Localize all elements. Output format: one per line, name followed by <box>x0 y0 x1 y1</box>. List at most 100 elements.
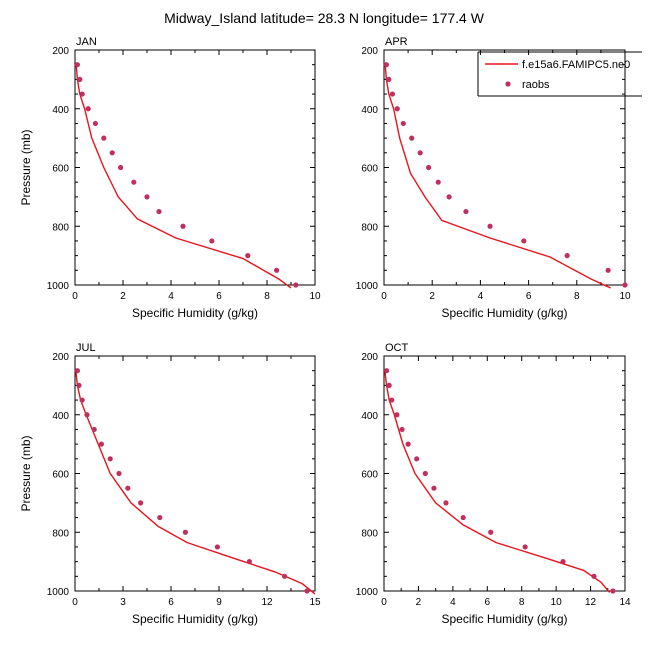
obs-point <box>182 529 188 535</box>
y-tick-label: 200 <box>361 46 378 57</box>
y-tick-label: 600 <box>361 470 378 481</box>
x-axis-label: Specific Humidity (g/kg) <box>441 612 567 626</box>
obs-point <box>417 150 423 156</box>
x-tick-label: 2 <box>120 291 126 302</box>
series-line-model <box>384 64 611 289</box>
obs-point <box>414 456 420 462</box>
x-tick-label: 15 <box>309 597 321 608</box>
y-tick-label: 800 <box>361 528 378 539</box>
y-tick-label: 200 <box>361 352 378 363</box>
obs-point <box>116 470 122 477</box>
y-tick-label: 400 <box>361 105 378 116</box>
legend: f.e15a6.FAMIPC5.ne0 raobs <box>477 51 642 97</box>
obs-point <box>425 164 432 171</box>
series-line-model <box>384 370 611 593</box>
y-tick-label: 200 <box>52 352 69 363</box>
obs-point <box>394 106 400 112</box>
obs-point <box>157 514 163 521</box>
series-line-model <box>75 370 316 595</box>
obs-point <box>560 559 566 565</box>
obs-point <box>422 470 428 477</box>
obs-point <box>622 282 628 288</box>
plot-frame <box>74 49 316 286</box>
obs-point <box>79 397 85 403</box>
y-tick-label: 1000 <box>47 587 70 598</box>
obs-point <box>399 426 405 433</box>
obs-point <box>214 544 220 550</box>
panel-label: OCT <box>385 342 409 354</box>
obs-point <box>443 500 449 506</box>
panel-jul: JUL 0 3 6 9 12 15 200 400 600 800 1000 Specific Humi… <box>19 342 321 626</box>
obs-point <box>101 135 107 141</box>
x-tick-label: 14 <box>619 597 631 608</box>
obs-point <box>91 426 97 433</box>
obs-point <box>131 179 137 185</box>
plot-frame <box>383 355 626 592</box>
x-tick-label: 10 <box>619 291 631 302</box>
obs-point <box>389 91 396 97</box>
x-axis-label: Specific Humidity (g/kg) <box>441 306 567 320</box>
x-tick-label: 0 <box>72 597 78 608</box>
x-tick-label: 9 <box>216 597 222 608</box>
x-tick-label: 10 <box>309 291 321 302</box>
panel-label: JAN <box>76 36 97 48</box>
obs-point <box>488 529 494 535</box>
legend-obs-swatch <box>505 81 511 87</box>
plot-frame <box>383 49 626 286</box>
obs-point <box>435 179 441 185</box>
y-tick-label: 400 <box>361 411 378 422</box>
x-tick-label: 4 <box>450 597 456 608</box>
x-tick-label: 6 <box>526 291 532 302</box>
y-tick-label: 400 <box>52 105 69 116</box>
obs-point <box>125 485 131 491</box>
y-tick-label: 800 <box>52 528 69 539</box>
x-tick-label: 4 <box>478 291 484 302</box>
x-tick-label: 6 <box>485 597 491 608</box>
obs-point <box>386 76 392 82</box>
obs-point <box>386 382 392 388</box>
legend-obs-label: raobs <box>522 79 550 91</box>
y-axis-label: Pressure (mb) <box>19 435 33 511</box>
obs-point <box>564 253 570 259</box>
obs-point <box>107 456 113 462</box>
x-tick-label: 2 <box>416 597 422 608</box>
obs-point <box>118 164 124 171</box>
x-tick-label: 0 <box>381 291 387 302</box>
obs-point <box>98 441 104 447</box>
y-tick-label: 1000 <box>47 281 70 292</box>
figure-title: Midway_Island latitude= 28.3 N longitude… <box>164 10 485 26</box>
y-tick-label: 800 <box>361 222 378 233</box>
x-tick-label: 0 <box>381 597 387 608</box>
legend-model-label: f.e15a6.FAMIPC5.ne0 <box>522 59 630 71</box>
obs-point <box>74 368 80 374</box>
y-tick-label: 800 <box>52 222 69 233</box>
obs-point <box>245 253 251 259</box>
obs-point <box>383 62 390 68</box>
x-tick-label: 12 <box>261 597 273 608</box>
obs-point <box>400 120 406 127</box>
y-tick-label: 1000 <box>356 587 379 598</box>
obs-point <box>463 208 469 215</box>
obs-point <box>522 544 528 550</box>
obs-point <box>610 588 616 594</box>
x-tick-label: 12 <box>585 597 597 608</box>
x-tick-label: 0 <box>72 291 78 302</box>
obs-point <box>274 267 280 273</box>
x-axis-label: Specific Humidity (g/kg) <box>132 612 258 626</box>
obs-point <box>156 208 162 215</box>
x-axis-label: Specific Humidity (g/kg) <box>132 306 258 320</box>
x-tick-label: 8 <box>574 291 580 302</box>
obs-point <box>591 573 597 579</box>
obs-point <box>77 76 83 82</box>
y-tick-label: 600 <box>52 470 69 481</box>
obs-point <box>409 135 415 141</box>
obs-point <box>446 194 452 200</box>
panel-label: JUL <box>76 342 96 354</box>
obs-point <box>74 62 80 68</box>
y-axis-label: Pressure (mb) <box>19 129 33 205</box>
obs-point <box>394 412 400 418</box>
obs-point <box>405 441 411 447</box>
x-tick-label: 2 <box>429 291 435 302</box>
